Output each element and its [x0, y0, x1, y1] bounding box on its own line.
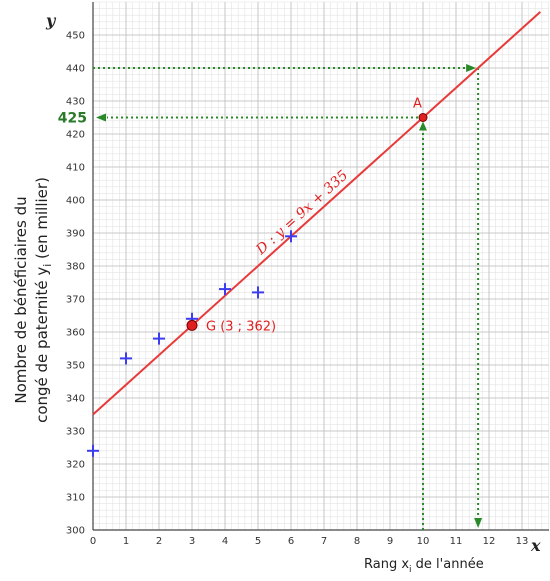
tick-labels: 0 1 2 3 4 5 6 7 8 9 10 11 12 133003103203303403503603… — [66, 31, 528, 548]
y-tick-label: 430 — [66, 97, 85, 108]
guide-arrowhead-up — [419, 121, 427, 131]
x-tick-label: 5 — [255, 536, 261, 547]
axes — [92, 2, 549, 531]
grid-major — [92, 2, 549, 531]
guide-arrowhead-left — [96, 113, 106, 122]
guide-arrowhead-down — [474, 518, 483, 528]
y-tick-label: 360 — [66, 328, 85, 339]
annotations: G (3 ; 362) A 425 — [58, 97, 428, 334]
y-tick-label: 450 — [66, 31, 85, 42]
y-tick-label: 310 — [66, 493, 85, 504]
mean-point-G — [186, 319, 198, 331]
x-tick-label: 12 — [483, 536, 496, 547]
point-A-label: A — [413, 97, 422, 112]
x-tick-label: 7 — [321, 536, 327, 547]
x-tick-label: 3 — [189, 536, 195, 547]
regression-line — [92, 11, 542, 416]
y-tick-label: 380 — [66, 262, 85, 273]
y-tick-label: 440 — [66, 64, 85, 75]
y-axis-label-line1: Nombre de bénéficiaires du — [12, 196, 30, 403]
data-point — [153, 332, 165, 345]
guide-arrowhead-right — [466, 64, 477, 72]
x-axis-label: Rang xi de l'année — [364, 557, 484, 575]
x-tick-label: 4 — [222, 536, 228, 547]
y-axis-name: y — [45, 11, 57, 30]
data-point — [219, 283, 231, 296]
x-tick-label: 11 — [450, 536, 463, 547]
y-tick-label: 400 — [66, 196, 85, 207]
x-tick-label: 10 — [417, 536, 430, 547]
x-axis-name: x — [530, 536, 541, 555]
x-tick-label: 6 — [288, 536, 294, 547]
guide-lines — [93, 64, 483, 530]
mean-point-label: G (3 ; 362) — [206, 319, 276, 334]
y-tick-label: 420 — [66, 130, 85, 141]
x-tick-label: 9 — [387, 536, 393, 547]
data-point — [120, 352, 132, 365]
data-point — [285, 230, 297, 243]
y-tick-label: 390 — [66, 229, 85, 240]
point-A — [418, 113, 428, 122]
data-point — [87, 444, 99, 457]
x-tick-label: 8 — [354, 536, 360, 547]
x-tick-label: 1 — [123, 536, 129, 547]
x-tick-label: 0 — [90, 536, 96, 547]
y-tick-label: 320 — [66, 460, 85, 471]
data-point — [252, 286, 264, 299]
y-tick-label: 370 — [66, 295, 85, 306]
y-tick-label: 300 — [66, 526, 85, 537]
y-tick-label: 330 — [66, 427, 85, 438]
y-axis-label: Nombre de bénéficiaires du congé de pate… — [12, 177, 54, 423]
y-tick-label: 340 — [66, 394, 85, 405]
x-tick-label: 2 — [156, 536, 162, 547]
x-tick-label: 13 — [516, 536, 529, 547]
highlight-425-label: 425 — [58, 111, 87, 127]
y-tick-label: 350 — [66, 361, 85, 372]
y-tick-label: 410 — [66, 163, 85, 174]
y-axis-label-line2: congé de paternité yi (en millier) — [33, 177, 54, 423]
data-points — [87, 230, 297, 457]
